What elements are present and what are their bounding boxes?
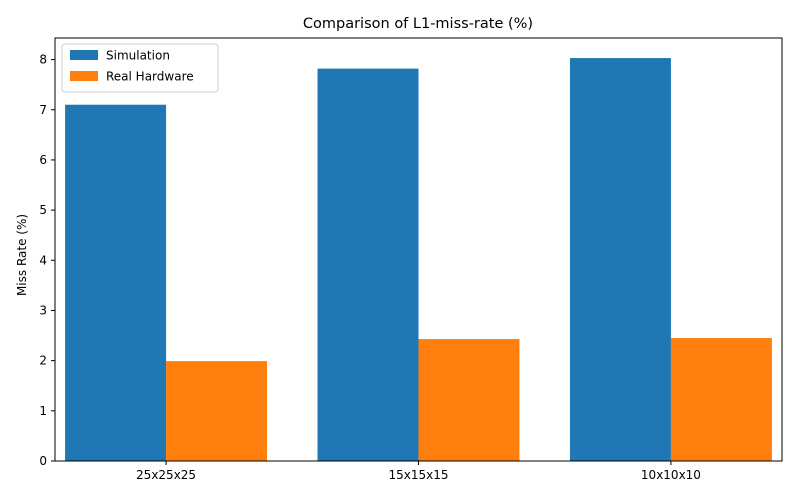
legend-swatch-real-hardware <box>70 71 98 81</box>
y-ticks-group: 0 1 2 3 4 5 6 7 8 <box>39 53 55 468</box>
y-tick-label: 8 <box>39 53 47 67</box>
y-tick-label: 4 <box>39 253 47 267</box>
bar-simulation-0 <box>65 104 167 461</box>
bar-simulation-1 <box>317 68 419 461</box>
bar-simulation-2 <box>569 58 671 462</box>
y-tick-label: 0 <box>39 454 47 468</box>
plot-frame <box>54 37 783 462</box>
legend: Simulation Real Hardware <box>61 43 219 93</box>
bars-group <box>65 58 772 462</box>
y-tick-label: 7 <box>39 103 47 117</box>
x-ticks-group: 25x25x25 15x15x15 10x10x10 <box>136 461 701 482</box>
legend-label-simulation: Simulation <box>106 49 170 63</box>
legend-swatch-simulation <box>70 50 98 60</box>
bar-real-hardware-2 <box>670 338 772 461</box>
y-tick-label: 6 <box>39 153 47 167</box>
chart-title: Comparison of L1-miss-rate (%) <box>303 16 533 32</box>
legend-box <box>61 43 219 93</box>
y-tick-label: 3 <box>39 303 47 317</box>
y-tick-label: 5 <box>39 203 47 217</box>
x-tick-label: 15x15x15 <box>388 468 448 482</box>
y-tick-label: 2 <box>39 354 47 368</box>
legend-label-real-hardware: Real Hardware <box>106 70 194 84</box>
bar-real-hardware-1 <box>418 339 520 461</box>
y-axis-label: Miss Rate (%) <box>15 214 29 296</box>
y-tick-label: 1 <box>39 404 47 418</box>
x-tick-label: 10x10x10 <box>641 468 701 482</box>
x-tick-label: 25x25x25 <box>136 468 196 482</box>
bar-real-hardware-0 <box>166 361 268 461</box>
